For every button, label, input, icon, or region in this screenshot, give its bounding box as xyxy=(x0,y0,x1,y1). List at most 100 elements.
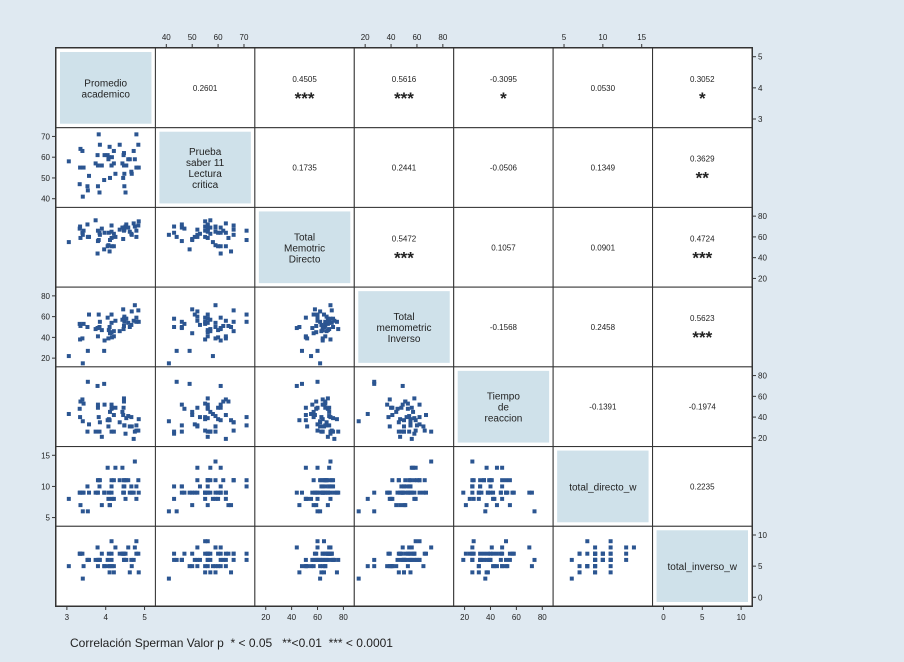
scatter-point xyxy=(213,225,218,230)
scatter-point xyxy=(315,539,320,544)
scatter-point xyxy=(205,564,210,569)
scatter-point xyxy=(136,219,141,224)
scatter-point xyxy=(324,329,329,334)
scatter-point xyxy=(121,153,126,158)
scatter-point xyxy=(85,509,90,514)
scatter-point xyxy=(244,228,249,233)
tick-label: 15 xyxy=(637,33,646,42)
scatter-point xyxy=(315,348,320,353)
scatter-point xyxy=(99,551,104,556)
scatter-point xyxy=(99,328,104,333)
scatter-point xyxy=(479,490,484,495)
scatter-point xyxy=(500,545,505,550)
scatter-point xyxy=(192,490,197,495)
scatter-point xyxy=(85,325,90,329)
scatter-point xyxy=(81,321,86,326)
scatter-point xyxy=(372,381,377,386)
scatter-point xyxy=(226,399,231,404)
scatter-point xyxy=(120,317,125,322)
cell-border xyxy=(652,206,753,288)
scatter-point xyxy=(80,148,85,153)
scatter-point xyxy=(93,557,98,562)
scatter-point xyxy=(174,557,179,562)
scatter-point xyxy=(500,564,505,569)
scatter-point xyxy=(244,415,249,420)
scatter-point xyxy=(471,539,476,544)
scatter-point xyxy=(399,484,404,489)
correlation-value: 0.1349 xyxy=(591,164,616,173)
scatter-point xyxy=(385,490,390,495)
scatter-point xyxy=(483,576,488,581)
scatter-point xyxy=(318,564,323,569)
scatter-point xyxy=(387,424,392,429)
scatter-point xyxy=(320,402,325,407)
scatter-point xyxy=(244,312,249,317)
scatter-point xyxy=(294,490,299,495)
scatter-point xyxy=(107,503,112,508)
scatter-point xyxy=(203,496,208,501)
scatter-point xyxy=(107,325,112,329)
scatter-point xyxy=(195,545,200,550)
cell-border xyxy=(353,47,455,129)
scatter-point xyxy=(323,401,328,406)
scatter-point xyxy=(205,539,210,544)
cell-5-0 xyxy=(55,446,156,527)
scatter-point xyxy=(66,354,71,359)
scatter-point xyxy=(314,399,319,404)
scatter-point xyxy=(311,503,316,508)
scatter-point xyxy=(124,557,129,562)
scatter-point xyxy=(244,423,249,428)
scatter-point xyxy=(208,557,213,562)
scatter-point xyxy=(324,478,329,483)
scatter-point xyxy=(417,422,422,427)
scatter-point xyxy=(407,414,412,419)
scatter-point xyxy=(172,325,177,329)
scatter-point xyxy=(488,490,493,495)
scatter-point xyxy=(131,318,136,323)
scatter-point xyxy=(229,418,234,423)
scatter-point xyxy=(111,496,116,501)
scatter-point xyxy=(303,315,308,320)
correlation-value: 0.1057 xyxy=(491,243,516,252)
scatter-point xyxy=(331,416,336,421)
scatter-point xyxy=(417,490,422,495)
scatter-point xyxy=(80,336,85,341)
scatter-point xyxy=(327,414,332,419)
scatter-point xyxy=(129,322,134,327)
scatter-point xyxy=(231,428,236,433)
cell-0-5 xyxy=(552,47,654,129)
scatter-point xyxy=(111,244,116,249)
scatter-point xyxy=(631,545,636,550)
scatter-point xyxy=(485,490,490,495)
scatter-point xyxy=(213,478,218,483)
cell-border xyxy=(552,47,654,129)
scatter-point xyxy=(218,557,223,562)
scatter-point xyxy=(205,429,210,434)
scatter-point xyxy=(203,319,208,324)
scatter-point xyxy=(106,230,111,235)
scatter-point xyxy=(106,490,111,495)
scatter-point xyxy=(203,417,208,422)
scatter-point xyxy=(608,570,613,575)
tick-label: 80 xyxy=(339,613,348,622)
scatter-point xyxy=(78,399,83,404)
tick-label: 20 xyxy=(41,354,50,363)
correlation-value: -0.1391 xyxy=(589,403,617,412)
scatter-point xyxy=(402,424,406,429)
scatter-point xyxy=(400,402,405,407)
scatter-point xyxy=(299,490,304,495)
scatter-point xyxy=(111,329,116,334)
scatter-point xyxy=(102,153,107,158)
scatter-point xyxy=(129,557,134,562)
scatter-point xyxy=(109,163,114,168)
scatter-point xyxy=(66,240,71,245)
scatter-point xyxy=(488,484,493,489)
scatter-point xyxy=(314,551,319,556)
variable-label: Tiempo xyxy=(487,392,520,403)
scatter-point xyxy=(504,539,509,544)
tick-label: 5 xyxy=(142,613,147,622)
scatter-point xyxy=(327,478,332,483)
scatter-point xyxy=(403,478,408,483)
scatter-point xyxy=(106,551,111,556)
correlation-value: 0.4724 xyxy=(690,234,715,243)
